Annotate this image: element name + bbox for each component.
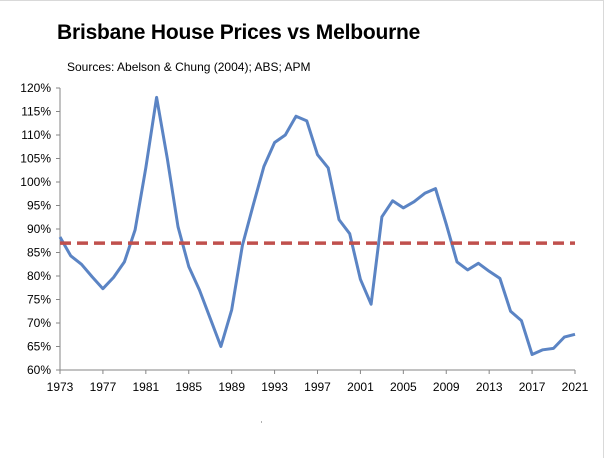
- y-tick-label: 100%: [20, 175, 51, 189]
- x-tick-label: 1981: [132, 380, 159, 394]
- x-tick-label: 1977: [90, 380, 117, 394]
- y-tick-label: 90%: [27, 222, 51, 236]
- x-tick-label: 1973: [47, 380, 74, 394]
- x-tick-label: 2017: [519, 380, 546, 394]
- x-tick-label: 2009: [433, 380, 460, 394]
- x-tick-label: 1997: [304, 380, 331, 394]
- y-tick-label: 110%: [21, 128, 51, 142]
- y-tick-label: 60%: [27, 363, 51, 377]
- price-ratio-line: [58, 95, 576, 356]
- y-tick-label: 95%: [27, 199, 51, 213]
- y-tick-label: 85%: [27, 246, 51, 260]
- y-axis-ticks: 60% 65% 70% 75% 80% 85% 90% 95% 100% 105% 110% 115%…: [20, 81, 60, 377]
- y-tick-label: 120%: [20, 81, 51, 95]
- chart-axes: [59, 88, 575, 371]
- y-tick-label: 65%: [27, 340, 51, 354]
- stray-mark: [261, 421, 262, 423]
- chart-title: Brisbane House Prices vs Melbourne: [57, 21, 421, 44]
- x-tick-label: 1985: [175, 380, 202, 394]
- chart-subtitle: Sources: Abelson & Chung (2004); ABS; AP…: [67, 60, 311, 74]
- x-tick-label: 1989: [218, 380, 245, 394]
- top-border: [0, 0, 604, 1]
- y-tick-label: 70%: [27, 316, 51, 330]
- x-tick-label: 1993: [261, 380, 288, 394]
- x-tick-label: 2021: [562, 380, 589, 394]
- y-tick-label: 75%: [27, 293, 51, 307]
- y-tick-label: 115%: [21, 105, 51, 119]
- chart-series: [58, 95, 576, 356]
- y-tick-label: 105%: [20, 152, 51, 166]
- x-tick-label: 2001: [347, 380, 374, 394]
- x-axis-ticks: 1973 1977 1981 1985 1989 1993 1997 2001 2005 2009…: [47, 370, 589, 394]
- y-tick-label: 80%: [27, 269, 51, 283]
- x-tick-label: 2005: [390, 380, 417, 394]
- x-tick-label: 2013: [476, 380, 503, 394]
